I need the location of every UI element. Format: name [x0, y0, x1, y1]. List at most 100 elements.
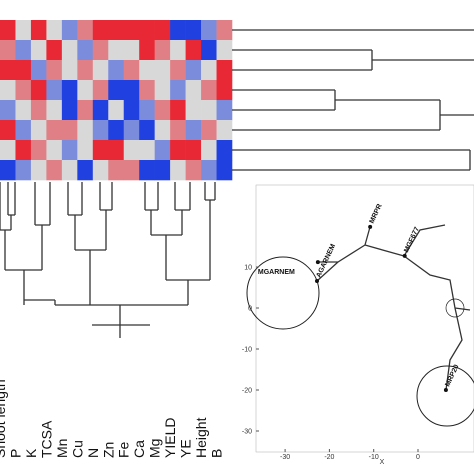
heatmap-cell — [108, 140, 125, 161]
heatmap-cell — [61, 160, 78, 181]
heatmap-cell — [201, 160, 217, 181]
heatmap-cell — [201, 40, 217, 61]
column-label: Fe — [116, 441, 132, 458]
column-label: Cu — [69, 440, 85, 458]
heatmap-cell — [30, 160, 47, 181]
heatmap-cell — [123, 160, 140, 181]
heatmap-cell — [30, 20, 47, 41]
heatmap-cell — [170, 160, 186, 181]
heatmap-cell — [92, 40, 109, 61]
heatmap-cell — [30, 80, 47, 101]
cluster-circle — [246, 256, 320, 330]
x-tick-label: -20 — [324, 454, 334, 461]
heatmap-cell — [154, 140, 171, 161]
heatmap-cell — [46, 20, 63, 41]
heatmap-cell — [46, 120, 63, 141]
heatmap-cell — [201, 100, 217, 121]
heatmap-cell — [201, 120, 217, 141]
y-tick-label: 0 — [248, 306, 252, 313]
heatmap-cell — [108, 80, 125, 101]
heatmap-cell — [92, 100, 109, 121]
column-label: YE — [178, 439, 194, 458]
heatmap-cell — [92, 20, 109, 41]
heatmap-cell — [139, 40, 155, 61]
heatmap-cell — [30, 140, 47, 161]
heatmap-cell — [154, 40, 171, 61]
heatmap-cell — [46, 40, 63, 61]
y-tick-label: -10 — [242, 347, 252, 354]
heatmap-cell — [92, 80, 109, 101]
column-label: K — [23, 448, 39, 458]
cluster-circle — [416, 365, 474, 427]
node — [368, 224, 373, 229]
heatmap-cell — [15, 60, 32, 81]
heatmap-cell — [154, 120, 171, 141]
heatmap-cell — [216, 100, 233, 121]
heatmap-cell — [170, 140, 186, 161]
column-label: Mg — [147, 439, 163, 458]
column-label: N — [85, 448, 101, 458]
heatmap-cell — [0, 40, 16, 61]
heatmap-cell — [15, 140, 32, 161]
heatmap-cell — [170, 60, 186, 81]
heatmap-cell — [216, 120, 233, 141]
heatmap-cell — [92, 140, 109, 161]
column-label: TCSA — [38, 420, 54, 458]
heatmap-cell — [185, 100, 202, 121]
heatmap-cell — [170, 20, 186, 41]
heatmap-cell — [201, 60, 217, 81]
heatmap-cell — [77, 120, 94, 141]
heatmap-cell — [108, 20, 125, 41]
heatmap-cell — [46, 60, 63, 81]
row-dendrogram — [232, 29, 474, 171]
x-tick-label: -30 — [280, 454, 290, 461]
heatmap-cell — [139, 60, 155, 81]
heatmap-cell — [30, 120, 47, 141]
node-label: MRPR — [369, 203, 384, 225]
heatmap-cell — [139, 160, 155, 181]
column-label: P — [7, 449, 23, 458]
heatmap-cell — [77, 20, 94, 41]
heatmap-cell — [77, 80, 94, 101]
heatmap-cell — [185, 120, 202, 141]
heatmap-cell — [185, 40, 202, 61]
heatmap-cell — [15, 20, 32, 41]
cluster-circle — [445, 298, 465, 318]
heatmap-cell — [46, 80, 63, 101]
node — [443, 388, 448, 392]
heatmap-cell — [46, 160, 63, 181]
heatmap-cell — [108, 160, 125, 181]
heatmap-cell — [185, 160, 202, 181]
x-tick-label: 0 — [416, 454, 420, 461]
heatmap-cell — [154, 100, 171, 121]
heatmap-cell — [0, 20, 16, 41]
y-tick-label: -30 — [242, 429, 252, 436]
heatmap-cell — [77, 40, 94, 61]
heatmap-cell — [170, 100, 186, 121]
heatmap-cell — [92, 60, 109, 81]
column-label: YIELD — [162, 418, 178, 458]
heatmap-cell — [123, 100, 140, 121]
heatmap-cell — [0, 140, 16, 161]
heatmap-cell — [216, 160, 233, 181]
heatmap-cell — [61, 120, 78, 141]
heatmap — [0, 20, 233, 181]
heatmap-cell — [216, 40, 233, 61]
heatmap-cell — [30, 40, 47, 61]
heatmap-cell — [123, 60, 140, 81]
heatmap-cell — [216, 80, 233, 101]
node-label: MGARNEM — [258, 269, 295, 276]
y-tick-label: -20 — [242, 388, 252, 395]
heatmap-cell — [61, 40, 78, 61]
heatmap-cell — [123, 40, 140, 61]
heatmap-cell — [0, 100, 16, 121]
heatmap-cell — [216, 20, 233, 41]
heatmap-cell — [92, 120, 109, 141]
heatmap-cell — [185, 140, 202, 161]
heatmap-cell — [154, 60, 171, 81]
node — [314, 278, 319, 283]
heatmap-cell — [216, 60, 233, 81]
